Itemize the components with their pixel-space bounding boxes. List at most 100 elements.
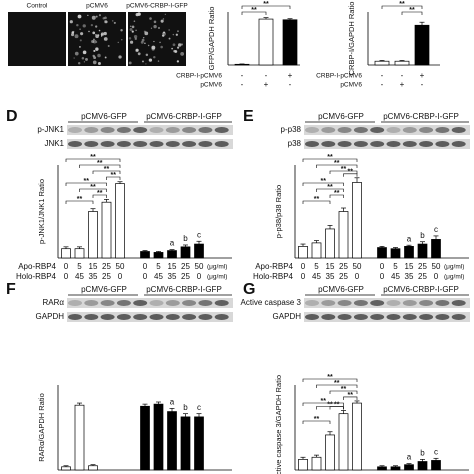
blot-band <box>353 300 368 306</box>
y-axis-label: p-JNK1/JNK1 Ratio <box>37 179 46 244</box>
significance-bracket <box>92 194 107 198</box>
y-axis-label: p-p38/p38 Ratio <box>274 185 283 238</box>
x-row-value: 0 <box>301 262 306 271</box>
cell <box>102 17 105 20</box>
cell <box>141 38 145 42</box>
x-row-unit: (μg/ml) <box>444 274 464 281</box>
x-row-value: 0 <box>118 272 123 281</box>
x-row-value: 0 <box>64 262 69 271</box>
y-axis-label: CRBP-I/GAPDH Ratio <box>347 2 356 76</box>
significance-label: ** <box>409 7 415 14</box>
cell <box>104 56 107 59</box>
bar <box>194 243 204 259</box>
bar <box>311 242 322 259</box>
significance-bracket <box>241 5 291 9</box>
bar <box>153 252 164 259</box>
bar <box>377 466 387 471</box>
blot-band <box>133 300 148 306</box>
blot-band <box>321 300 336 306</box>
significance-label: ** <box>314 196 320 203</box>
bar <box>417 461 428 471</box>
cell <box>149 17 152 20</box>
bar <box>153 403 164 471</box>
significance-bracket <box>401 11 423 15</box>
blot-row-label: p-JNK1 <box>37 125 64 134</box>
x-row-value: 0 <box>197 272 202 281</box>
x-row-value: - <box>241 71 244 80</box>
cell <box>180 52 185 56</box>
significance-label: ** <box>334 380 340 387</box>
bar <box>61 466 71 471</box>
bar <box>74 404 85 471</box>
significance-bracket <box>329 390 358 394</box>
significance-bracket <box>302 182 344 186</box>
significance-bracket <box>302 200 331 204</box>
annotation: c <box>197 403 201 412</box>
cell <box>107 44 110 47</box>
blot-band <box>419 127 434 133</box>
blot-band <box>100 314 115 320</box>
cell <box>135 12 139 17</box>
image-label: pCMV6-CRBP-I-GFP <box>126 3 187 10</box>
cell <box>180 43 183 46</box>
significance-bracket <box>329 170 358 174</box>
bar <box>338 413 349 471</box>
x-row-unit: (μg/ml) <box>207 274 227 281</box>
x-row-value: - <box>265 71 268 80</box>
blot-row-label: JNK1 <box>44 139 64 148</box>
bar <box>417 243 428 259</box>
cell <box>91 39 95 44</box>
x-row-unit: (μg/ml) <box>444 264 464 271</box>
micrograph <box>128 12 186 66</box>
cell <box>151 45 156 50</box>
cell <box>140 40 144 44</box>
blot-band <box>337 127 352 133</box>
x-row-value: - <box>421 80 424 89</box>
blot-band <box>165 300 180 306</box>
blot-band <box>435 141 450 147</box>
blot-group-label: pCMV6-GFP <box>318 112 364 121</box>
cell <box>111 20 114 22</box>
x-row-value: 25 <box>418 272 427 281</box>
x-row-value: 5 <box>393 262 398 271</box>
cell <box>160 19 164 23</box>
blot-row-label: RARα <box>42 298 64 307</box>
cell <box>147 44 150 47</box>
cell <box>176 46 180 49</box>
cell <box>88 30 90 33</box>
x-row-value: 15 <box>89 262 98 271</box>
blot-band <box>198 141 213 147</box>
x-row-value: - <box>401 71 404 80</box>
annotation: c <box>434 225 438 234</box>
significance-label: ** <box>327 374 333 381</box>
bar <box>390 466 401 471</box>
bar <box>431 239 441 259</box>
cell <box>162 18 165 20</box>
cell <box>79 28 81 30</box>
x-row-value: 25 <box>339 262 348 271</box>
significance-bracket <box>302 158 358 162</box>
blot-band <box>214 300 229 306</box>
cell <box>120 29 123 32</box>
blot-band <box>100 127 115 133</box>
cell <box>95 25 98 28</box>
cell <box>74 34 79 39</box>
x-row-value: 35 <box>405 272 414 281</box>
cell <box>93 56 97 60</box>
blot-band <box>386 127 401 133</box>
bar <box>167 250 177 259</box>
blot-band <box>435 300 450 306</box>
cell <box>95 34 99 39</box>
blot-band <box>182 314 197 320</box>
blot-band <box>116 300 131 306</box>
blot-row-label: p-p38 <box>281 125 302 134</box>
cell <box>91 15 96 20</box>
cell <box>144 42 146 45</box>
blot-band <box>84 141 99 147</box>
annotation: c <box>434 447 438 456</box>
blot-strip <box>304 298 470 308</box>
cell <box>160 45 163 49</box>
cell <box>134 37 137 41</box>
cell <box>128 61 132 65</box>
blot-band <box>165 314 180 320</box>
